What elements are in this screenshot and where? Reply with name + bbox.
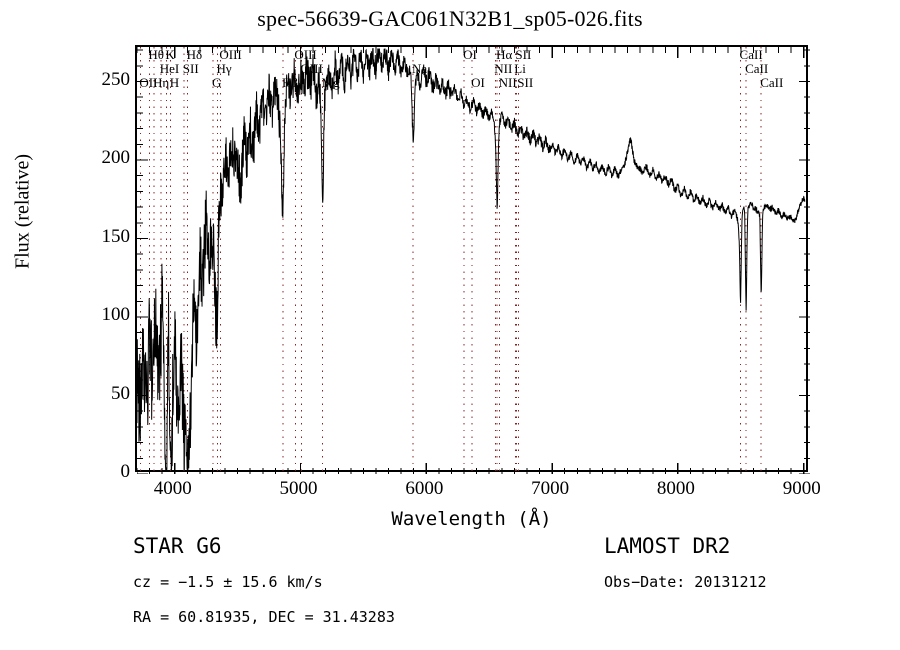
spectrum-curve (137, 48, 806, 472)
x-tick-label: 6000 (405, 478, 444, 499)
plot-frame (135, 45, 810, 474)
x-tick-label: 8000 (656, 478, 695, 499)
y-tick-label: 50 (111, 382, 130, 404)
spectrum-plot-svg (137, 47, 810, 474)
observation-date: Obs−Date: 20131212 (604, 573, 767, 591)
x-tick-label: 4000 (153, 478, 192, 499)
survey-name: LAMOST DR2 (604, 534, 731, 558)
minor-tick-group (137, 47, 810, 474)
x-tick-label: 5000 (279, 478, 318, 499)
footer-metadata: STAR G6 LAMOST DR2 cz = −1.5 ± 15.6 km/s… (0, 530, 900, 650)
line-marker-group (139, 47, 762, 474)
y-axis-tick-labels: 0 50 100 150 200 250 (60, 0, 131, 650)
object-class: STAR G6 (133, 534, 222, 558)
y-tick-label: 250 (101, 68, 131, 90)
plot-title: spec-56639-GAC061N32B1_sp05-026.fits (257, 6, 643, 31)
major-tick-group (137, 47, 810, 474)
redshift-velocity: cz = −1.5 ± 15.6 km/s (133, 573, 323, 591)
x-tick-label: 7000 (531, 478, 570, 499)
y-tick-label: 150 (101, 225, 131, 247)
y-tick-label: 200 (101, 147, 131, 169)
coordinates: RA = 60.81935, DEC = 31.43283 (133, 608, 395, 626)
x-axis-label: Wavelength (Å) (391, 508, 552, 530)
y-tick-label: 100 (101, 304, 131, 325)
x-tick-label: 9000 (782, 478, 821, 499)
y-tick-label: 0 (120, 461, 131, 482)
x-axis-tick-labels: 4000 5000 6000 7000 8000 9000 (0, 478, 900, 504)
y-axis-label: Flux (relative) (11, 154, 34, 269)
